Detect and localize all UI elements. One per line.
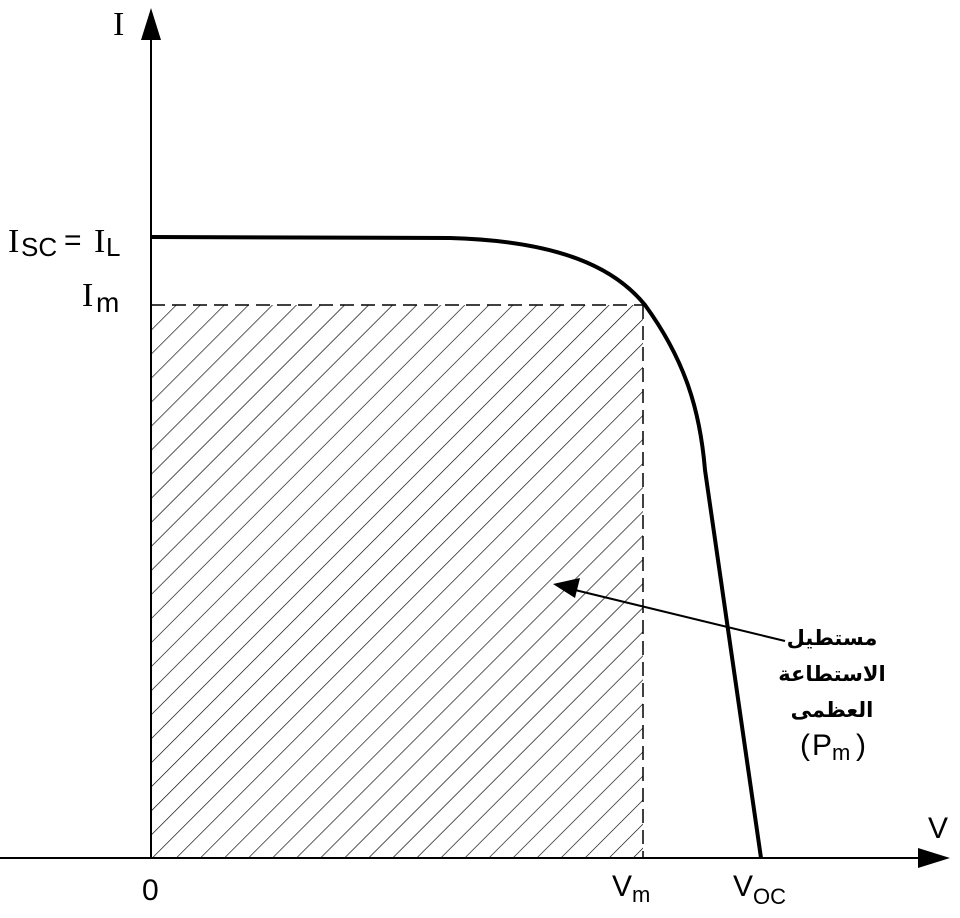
- svg-text:): ): [856, 729, 866, 762]
- max-power-annotation: مستطيل الاستطاعة العظمى ( P m ): [778, 626, 885, 765]
- svg-text:V: V: [612, 870, 632, 903]
- svg-text:=: =: [64, 224, 82, 257]
- isc-label: I SC = I L: [8, 223, 120, 262]
- max-power-rectangle: [151, 305, 643, 858]
- svg-text:m: m: [632, 882, 650, 907]
- svg-text:P: P: [812, 729, 832, 762]
- x-axis-label: V: [928, 812, 948, 845]
- svg-text:I: I: [94, 223, 105, 260]
- svg-text:V: V: [733, 870, 753, 903]
- svg-text:OC: OC: [753, 884, 786, 909]
- origin-label: 0: [142, 874, 159, 907]
- annotation-arrow-line: [574, 589, 786, 642]
- svg-text:(: (: [800, 729, 810, 762]
- vm-label: V m: [612, 870, 650, 907]
- svg-text:m: m: [832, 740, 850, 765]
- svg-text:العظمى: العظمى: [791, 698, 874, 722]
- im-label: I m: [82, 277, 119, 318]
- iv-curve: [150, 235, 763, 859]
- annotation-arrow-icon: [553, 578, 580, 598]
- voc-label: V OC: [733, 870, 786, 909]
- y-axis-arrow-icon: [141, 8, 161, 40]
- x-axis-arrow-icon: [918, 848, 950, 868]
- svg-text:m: m: [96, 287, 119, 318]
- svg-text:I: I: [82, 277, 93, 314]
- y-axis-label: I: [113, 6, 124, 43]
- svg-text:I: I: [8, 223, 19, 260]
- svg-text:الاستطاعة: الاستطاعة: [778, 662, 885, 686]
- svg-text:مستطيل: مستطيل: [787, 626, 878, 650]
- svg-text:L: L: [106, 232, 120, 262]
- svg-text:SC: SC: [21, 232, 57, 262]
